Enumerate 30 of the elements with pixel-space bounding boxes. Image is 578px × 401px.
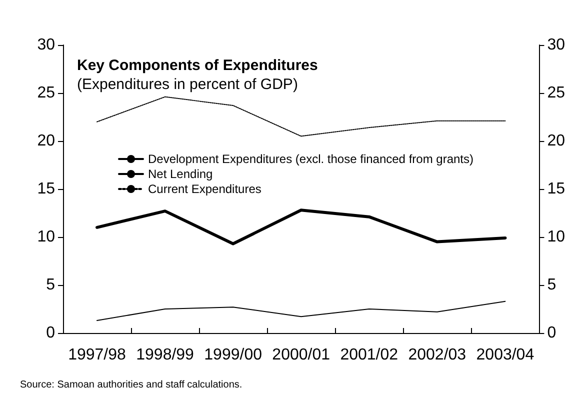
legend-label: Current Expenditures [148, 182, 262, 196]
line-series [96, 208, 507, 246]
y-tick-label: 30 [37, 36, 56, 54]
y-tick-label: 0 [46, 324, 56, 342]
x-tick-label: 2002/03 [408, 346, 466, 364]
y2-tick-label: 30 [547, 36, 566, 54]
x-tick-label: 1999/00 [204, 346, 262, 364]
legend-label: Net Lending [148, 167, 213, 181]
y2-tick-label: 20 [547, 132, 566, 150]
x-tick-label: 2003/04 [476, 346, 534, 364]
line-series [96, 96, 506, 137]
source-note: Source: Samoan authorities and staff calculations. [20, 380, 242, 390]
y2-tick-label: 25 [547, 84, 566, 102]
y2-tick-label: 15 [547, 180, 566, 198]
y2-tick-label: 0 [547, 324, 556, 342]
y2-tick-label: 5 [547, 276, 556, 294]
x-tick-label: 1998/99 [136, 346, 194, 364]
x-tick-label: 2001/02 [340, 346, 398, 364]
text: Key Components of Expenditures [77, 57, 318, 74]
text: (Expenditures in percent of GDP) [77, 76, 298, 93]
y-tick-label: 10 [37, 228, 56, 246]
y-tick-label: 20 [37, 132, 56, 150]
x-tick-label: 1997/98 [68, 346, 126, 364]
line-series [96, 300, 506, 322]
x-tick-label: 2000/01 [272, 346, 330, 364]
y-tick-label: 25 [37, 84, 56, 102]
y2-tick-label: 10 [547, 228, 566, 246]
legend-label: Development Expenditures (excl. those financed from grants) [148, 152, 474, 166]
y-tick-label: 15 [37, 180, 56, 198]
y-tick-label: 5 [46, 276, 56, 294]
